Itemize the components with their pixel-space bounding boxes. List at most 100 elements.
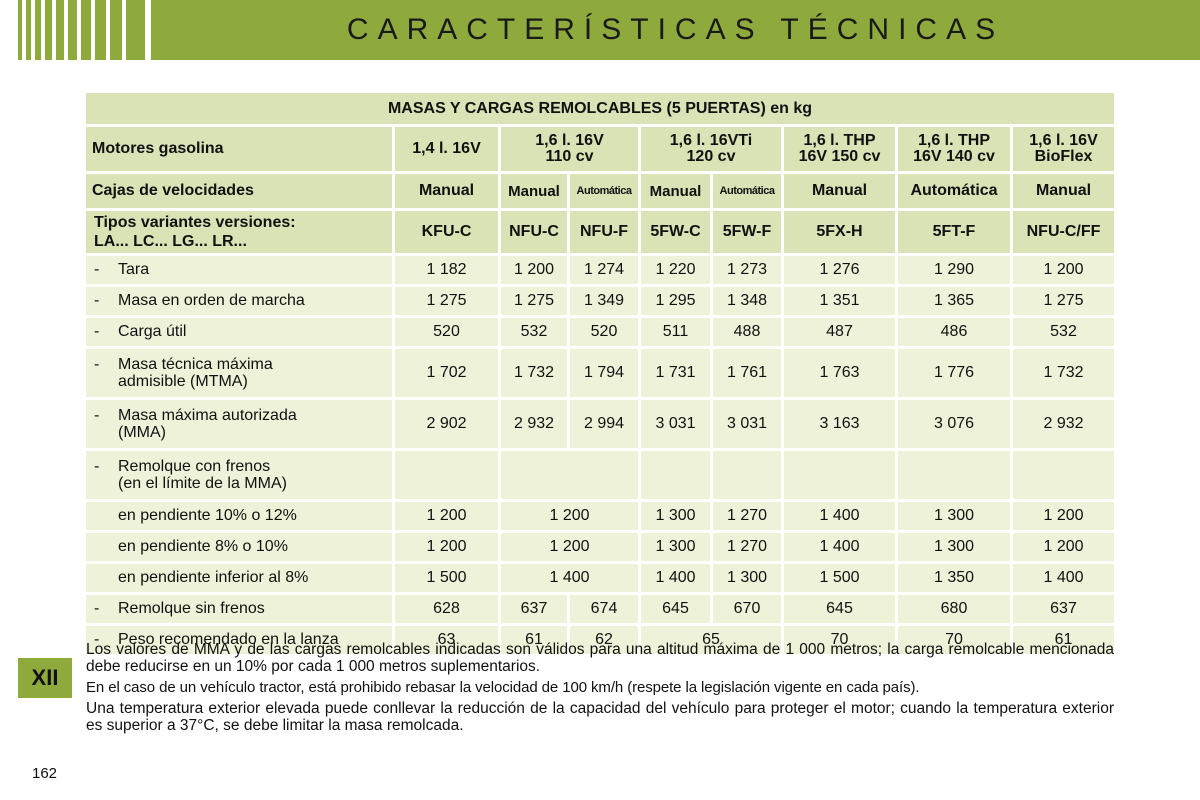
slope-row: en pendiente inferior al 8% 1 500 1 400 1 4…	[86, 564, 1114, 592]
variant-cell: 5FT-F	[898, 211, 1010, 253]
slope-row: en pendiente 8% o 10% 1 200 1 200 1 300 1 27…	[86, 533, 1114, 561]
value-cell: 1 200	[1013, 533, 1114, 561]
value-cell: 1 200	[501, 256, 567, 284]
value-cell: 1 702	[395, 349, 498, 397]
value-cell: 1 300	[713, 564, 781, 592]
row-label: Remolque sin frenos	[118, 600, 265, 617]
bullet-dash: -	[94, 407, 100, 424]
empty-cell	[713, 451, 781, 499]
value-cell: 1 400	[641, 564, 710, 592]
value-cell: 532	[1013, 318, 1114, 346]
gearbox-cell: Manual	[395, 174, 498, 208]
gearbox-cell: Manual	[641, 174, 710, 208]
value-cell: 61	[1013, 626, 1114, 654]
data-row-label: - Tara	[86, 256, 392, 284]
value-cell: 1 200	[501, 533, 638, 561]
value-cell: 2 994	[570, 400, 638, 448]
empty-cell	[898, 451, 1010, 499]
value-cell: 1 348	[713, 287, 781, 315]
data-row: - Masa máxima autorizada (MMA) 2 902 2 932 2…	[86, 400, 1114, 448]
row-label: en pendiente 8% o 10%	[118, 538, 288, 555]
engine-header: 1,6 l. THP 16V 140 cv	[898, 127, 1010, 171]
bullet-dash: -	[94, 356, 100, 373]
variant-cell: NFU-C	[501, 211, 567, 253]
data-row-label: - Masa máxima autorizada (MMA)	[86, 400, 392, 448]
engines-row: Motores gasolina 1,4 l. 16V 1,6 l. 16V 110…	[86, 127, 1114, 171]
value-cell: 70	[784, 626, 895, 654]
value-cell: 1 350	[898, 564, 1010, 592]
value-cell: 645	[641, 595, 710, 623]
value-cell: 1 400	[501, 564, 638, 592]
value-cell: 1 776	[898, 349, 1010, 397]
engine-header: 1,4 l. 16V	[395, 127, 498, 171]
nose-row: - Peso recomendado en la lanza 63 61 62 65 70 7…	[86, 626, 1114, 654]
engine-header: 1,6 l. 16V 110 cv	[501, 127, 638, 171]
engines-label: Motores gasolina	[86, 127, 392, 171]
row-label: en pendiente 10% o 12%	[118, 507, 297, 524]
value-cell: 1 220	[641, 256, 710, 284]
value-cell: 1 275	[395, 287, 498, 315]
value-cell: 1 300	[641, 533, 710, 561]
empty-cell	[395, 451, 498, 499]
masses-table: MASAS Y CARGAS REMOLCABLES (5 PUERTAS) e…	[83, 90, 1117, 657]
value-cell: 62	[570, 626, 638, 654]
variants-label: Tipos variantes versiones: LA... LC... L…	[86, 211, 392, 253]
empty-cell	[1013, 451, 1114, 499]
empty-cell	[641, 451, 710, 499]
row-label: Carga útil	[118, 323, 187, 340]
value-cell: 1 500	[395, 564, 498, 592]
braked-label: - Remolque con frenos (en el límite de la…	[86, 451, 392, 499]
engine-header: 1,6 l. THP 16V 150 cv	[784, 127, 895, 171]
variant-cell: NFU-F	[570, 211, 638, 253]
gearbox-row: Cajas de velocidades Manual Manual Automáti…	[86, 174, 1114, 208]
variant-cell: 5FW-C	[641, 211, 710, 253]
value-cell: 1 200	[395, 533, 498, 561]
slope-row: en pendiente 10% o 12% 1 200 1 200 1 300 1 2…	[86, 502, 1114, 530]
bullet-dash: -	[94, 458, 100, 475]
value-cell: 1 300	[641, 502, 710, 530]
note-speed: En el caso de un vehículo tractor, está …	[86, 679, 920, 696]
value-cell: 628	[395, 595, 498, 623]
value-cell: 511	[641, 318, 710, 346]
note-altitude: Los valores de MMA y de las cargas remol…	[86, 641, 1114, 675]
value-cell: 61	[501, 626, 567, 654]
row-label: Remolque con frenos (en el límite de la …	[118, 458, 287, 492]
bullet-dash: -	[94, 631, 100, 648]
empty-cell	[784, 451, 895, 499]
value-cell: 1 200	[501, 502, 638, 530]
slope-label: en pendiente inferior al 8%	[86, 564, 392, 592]
value-cell: 1 200	[1013, 502, 1114, 530]
data-row: - Masa en orden de marcha 1 275 1 275 1 349 1…	[86, 287, 1114, 315]
unbraked-row: - Remolque sin frenos 628 637 674 645 670 645 68…	[86, 595, 1114, 623]
value-cell: 65	[641, 626, 781, 654]
value-cell: 637	[1013, 595, 1114, 623]
value-cell: 2 902	[395, 400, 498, 448]
nose-label: - Peso recomendado en la lanza	[86, 626, 392, 654]
notes: Los valores de MMA y de las cargas remol…	[86, 641, 1114, 738]
value-cell: 2 932	[1013, 400, 1114, 448]
value-cell: 532	[501, 318, 567, 346]
gearbox-cell: Automática	[713, 174, 781, 208]
data-row-label: - Masa técnica máxima admisible (MTMA)	[86, 349, 392, 397]
chapter-tab: XII	[18, 658, 72, 698]
gearbox-cell: Manual	[1013, 174, 1114, 208]
value-cell: 3 031	[713, 400, 781, 448]
caption-row: MASAS Y CARGAS REMOLCABLES (5 PUERTAS) e…	[86, 93, 1114, 124]
value-cell: 70	[898, 626, 1010, 654]
variant-cell: KFU-C	[395, 211, 498, 253]
engine-header: 1,6 l. 16VTi 120 cv	[641, 127, 781, 171]
row-label: Tara	[118, 261, 150, 278]
page-number: 162	[32, 765, 58, 782]
empty-cell	[501, 451, 638, 499]
value-cell: 520	[570, 318, 638, 346]
data-row: - Carga útil 520 532 520 511 488 487 486 532	[86, 318, 1114, 346]
value-cell: 63	[395, 626, 498, 654]
value-cell: 1 295	[641, 287, 710, 315]
variant-cell: NFU-C/FF	[1013, 211, 1114, 253]
slope-label: en pendiente 10% o 12%	[86, 502, 392, 530]
value-cell: 488	[713, 318, 781, 346]
value-cell: 674	[570, 595, 638, 623]
data-row: - Tara 1 182 1 200 1 274 1 220 1 273 1 276 1 290…	[86, 256, 1114, 284]
value-cell: 1 270	[713, 502, 781, 530]
value-cell: 1 732	[501, 349, 567, 397]
